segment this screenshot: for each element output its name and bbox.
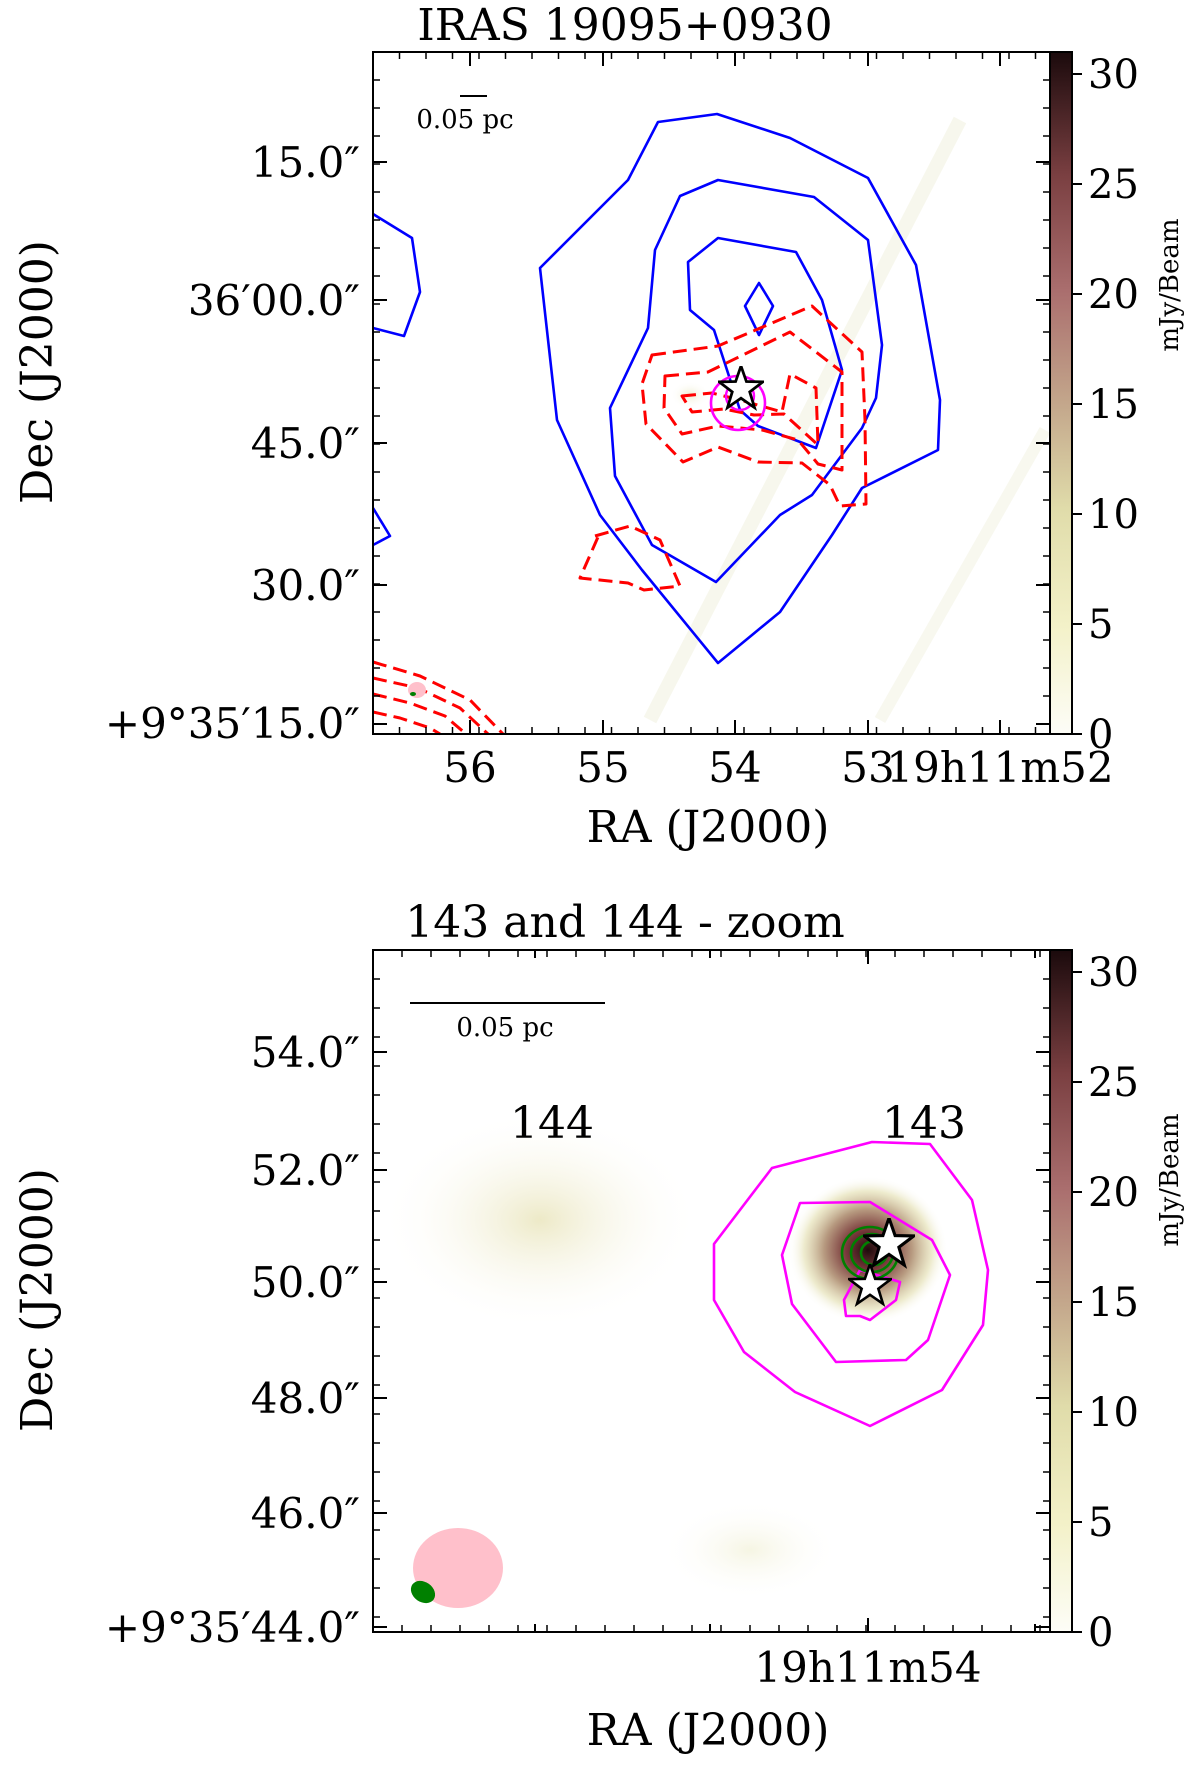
top-colorbar-ticks: 0 5 10 15 20 25 30 [1072,52,1139,758]
red-contour-corner-3 [372,692,467,736]
bottom-xtick-1: 19h11m54 [754,1643,981,1692]
bottom-ytick-6: +9°35′44.0″ [105,1603,360,1652]
bottom-colorbar-ticklabel-4: 20 [1088,1170,1139,1216]
bottom-ytick-1: 54.0″ [251,1028,360,1077]
top-colorbar-ticklabel-3: 15 [1088,382,1139,428]
top-xtick-3: 54 [708,743,761,792]
bottom-major-ticks [373,950,1050,1632]
bottom-ylabel: Dec (J2000) [12,1168,63,1432]
bottom-colorbar [1049,949,1073,1633]
top-xtick-1: 56 [443,743,496,792]
top-colorbar-ticklabel-2: 10 [1088,492,1139,538]
top-colorbar-ticklabel-1: 5 [1088,602,1113,648]
bottom-title: 143 and 144 - zoom [405,897,844,948]
panel-top: IRAS 19095+0930 [12,0,1185,853]
top-xtick-4: 53 [841,743,894,792]
red-contour-corner-4 [372,710,441,736]
bottom-ytick-2: 52.0″ [251,1146,360,1195]
top-beam-pink [408,682,426,698]
bottom-colorbar-ticklabel-3: 15 [1088,1280,1139,1326]
bottom-beam-pink [413,1528,503,1608]
bottom-minor-ticks [373,950,1050,1632]
top-ytick-3: 45.0″ [251,419,360,468]
bottom-scalebar-label: 0.05 pc [456,1013,553,1043]
top-ylabel: Dec (J2000) [12,240,63,504]
top-xtick-2: 55 [576,743,629,792]
bottom-magenta-contours [712,1140,990,1428]
bottom-colorbar-ticklabel-5: 25 [1088,1060,1139,1106]
bottom-xlabel: RA (J2000) [587,1705,830,1756]
blue-contour-peak [743,281,775,337]
top-colorbar-ticklabel-6: 30 [1088,52,1139,98]
top-ytick-1: 15.0″ [251,138,360,187]
blob-143 [788,1176,948,1324]
top-blue-contours [371,112,942,665]
blue-contour-edge-bottom [371,507,392,547]
top-xtick-5: 19h11m52 [886,743,1113,792]
top-colorbar-ticklabel-0: 0 [1088,712,1113,758]
blob-144 [380,1110,700,1330]
magenta-contour-outer [712,1140,990,1428]
blob-faint-south [660,1500,840,1600]
top-ytick-2: 36′00.0″ [188,276,360,325]
red-contour-corner-2 [372,676,490,736]
bottom-colorbar-ticklabel-1: 5 [1088,1500,1113,1546]
blue-contour-middle [608,178,884,584]
top-ytick-4: 30.0″ [251,561,360,610]
bottom-ytick-3: 50.0″ [251,1258,360,1307]
source-label-144: 144 [510,1098,594,1149]
blue-contour-edge-left [372,212,422,338]
magenta-contour-inner [842,1268,902,1322]
bottom-colorbar-ticklabel-2: 10 [1088,1390,1139,1436]
top-colorbar-ticklabel-4: 20 [1088,272,1139,318]
top-colorbar [1049,51,1073,735]
top-scalebar-label: 0.05 pc [416,105,513,135]
top-title: IRAS 19095+0930 [417,0,832,51]
top-colorbar-label: mJy/Beam [1155,218,1185,351]
red-contour-corner-1 [372,660,505,736]
bottom-ytick-4: 48.0″ [251,1374,360,1423]
magenta-contour-middle [780,1200,952,1364]
top-minor-ticks [373,52,1050,734]
top-beam-green [410,692,416,696]
blue-contour-outer [538,112,942,665]
top-xlabel: RA (J2000) [587,802,830,853]
red-contour-south [578,524,682,592]
bottom-colorbar-label: mJy/Beam [1155,1113,1185,1246]
blue-contour-inner [686,236,844,450]
red-contour-outer [640,304,868,508]
top-ytick-5: +9°35′15.0″ [105,699,360,748]
bottom-colorbar-ticks: 0 5 10 15 20 25 30 [1072,950,1139,1656]
red-contour-middle [662,330,844,472]
bottom-colorbar-ticklabel-0: 0 [1088,1610,1113,1656]
bottom-ytick-5: 46.0″ [251,1489,360,1538]
source-label-143: 143 [882,1098,966,1149]
top-major-ticks [373,52,1050,734]
bottom-colorbar-ticklabel-6: 30 [1088,950,1139,996]
bottom-beam-green [410,1580,436,1604]
top-colorbar-ticklabel-5: 25 [1088,162,1139,208]
panel-bottom: 143 and 144 - zoom 144 143 0.05 pc [12,897,1185,1756]
